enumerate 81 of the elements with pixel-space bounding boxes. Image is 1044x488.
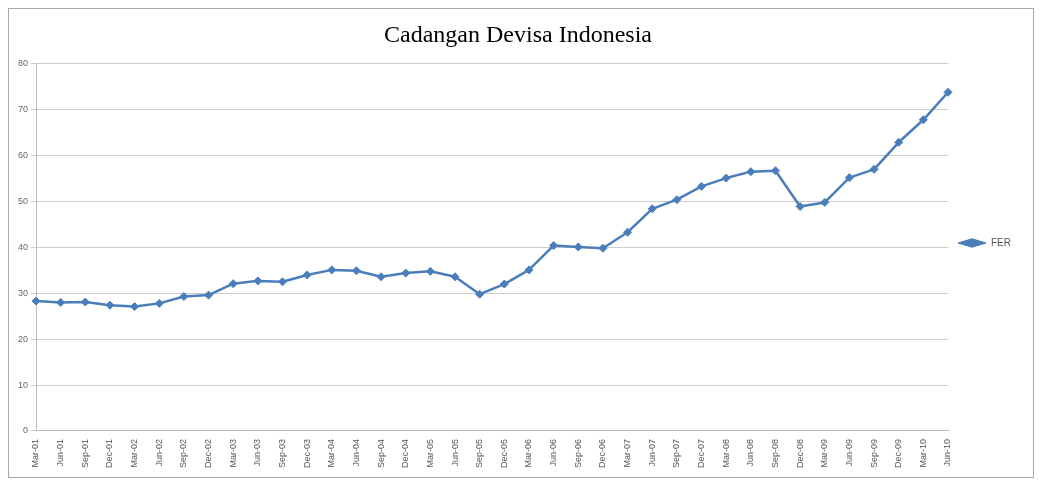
x-tick-label: Sep-02 <box>178 438 189 469</box>
y-tick-label: 60 <box>18 150 29 161</box>
x-tick-label: Jun-08 <box>745 438 756 467</box>
x-tick-label: Mar-10 <box>917 438 928 468</box>
point <box>105 300 115 310</box>
x-tick-label: Sep-09 <box>868 438 879 469</box>
y-tick-label: 40 <box>18 241 29 252</box>
y-tick-label: 70 <box>18 104 29 115</box>
point <box>943 87 953 97</box>
x-tick-label: Sep-07 <box>671 438 682 469</box>
x-tick-label: Dec-06 <box>597 438 608 468</box>
point <box>154 298 164 308</box>
point <box>598 243 608 253</box>
x-tick-label: Jun-04 <box>350 438 361 467</box>
x-tick-label: Dec-07 <box>696 438 706 468</box>
point <box>351 266 361 276</box>
y-tick-label: 80 <box>18 58 29 69</box>
point <box>795 202 805 212</box>
x-tick-label: Sep-08 <box>769 438 780 469</box>
x-tick-label: Mar-08 <box>720 438 731 468</box>
x-tick-label: Dec-02 <box>203 438 214 468</box>
x-tick-label: Mar-06 <box>523 438 534 468</box>
x-tick-label: Dec-03 <box>301 438 312 468</box>
y-tick-label: 20 <box>18 333 29 344</box>
x-tick-label: Dec-01 <box>104 438 115 468</box>
x-tick-label: Jun-02 <box>153 438 164 467</box>
x-tick-label: Mar-07 <box>622 438 633 468</box>
x-tick-label: Jun-05 <box>449 438 460 467</box>
x-tick-label: Mar-03 <box>227 438 238 468</box>
x-tick-label: Dec-09 <box>893 438 904 468</box>
x-tick-label: Mar-05 <box>424 438 435 468</box>
point <box>820 197 830 207</box>
x-tick-label: Dec-05 <box>498 438 509 468</box>
point <box>647 204 657 214</box>
point <box>524 265 534 275</box>
x-tick-label: Mar-04 <box>326 438 337 468</box>
point <box>204 290 214 300</box>
point <box>376 272 386 282</box>
point <box>56 297 66 307</box>
point <box>672 195 682 205</box>
point <box>475 289 485 299</box>
x-tick-label: Sep-04 <box>375 438 386 469</box>
chart-title: Cadangan Devisa Indonesia <box>384 20 653 47</box>
point <box>277 277 287 287</box>
point <box>425 266 435 276</box>
y-tick-label: 50 <box>18 195 29 206</box>
x-tick-label: Mar-09 <box>819 438 830 468</box>
x-tick-label: Sep-01 <box>79 438 90 469</box>
point <box>918 115 928 125</box>
point <box>894 137 904 147</box>
point <box>499 279 509 289</box>
point <box>869 164 879 174</box>
x-tick-label: Jun-07 <box>646 438 657 467</box>
x-tick-label: Jun-09 <box>843 438 854 467</box>
x-tick-label: Sep-05 <box>474 438 485 469</box>
point <box>450 272 460 282</box>
point <box>31 296 41 306</box>
x-tick-label: Sep-03 <box>276 438 287 469</box>
point <box>228 279 238 289</box>
y-tick-label: 30 <box>18 287 29 298</box>
x-tick-label: Jun-01 <box>55 438 66 467</box>
point <box>130 302 140 312</box>
x-tick-label: Mar-01 <box>30 438 41 468</box>
x-tick-label: Mar-02 <box>129 438 140 468</box>
point <box>844 173 854 183</box>
x-tick-label: Jun-10 <box>942 438 953 467</box>
point <box>746 167 756 177</box>
x-tick-label: Sep-06 <box>572 438 583 469</box>
x-tick-label: Dec-08 <box>794 438 805 468</box>
y-tick-label: 0 <box>23 425 29 436</box>
x-tick-label: Jun-03 <box>252 438 263 467</box>
x-tick-label: Dec-04 <box>400 438 411 468</box>
point <box>697 181 707 191</box>
y-tick-label: 10 <box>18 379 29 390</box>
point <box>623 227 633 237</box>
point <box>549 241 559 251</box>
point <box>302 270 312 280</box>
point <box>721 173 731 183</box>
legend-label: FER <box>991 236 1011 248</box>
point <box>179 292 189 301</box>
x-tick-label: Jun-06 <box>548 438 559 467</box>
